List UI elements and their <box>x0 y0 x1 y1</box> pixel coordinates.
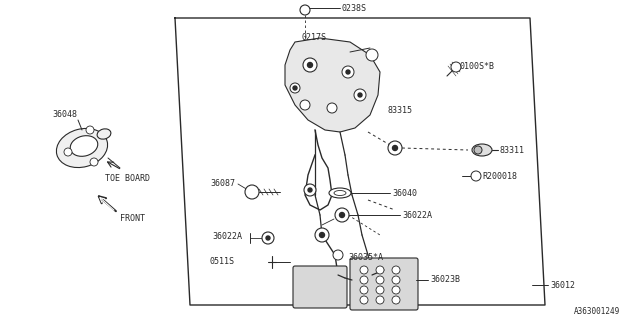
Circle shape <box>300 5 310 15</box>
Circle shape <box>245 185 259 199</box>
Text: 83311: 83311 <box>500 146 525 155</box>
Text: 0217S: 0217S <box>302 33 327 42</box>
Text: R200018: R200018 <box>482 172 517 180</box>
Circle shape <box>339 212 344 218</box>
Text: 36022A: 36022A <box>212 231 242 241</box>
Circle shape <box>327 103 337 113</box>
Circle shape <box>304 184 316 196</box>
Circle shape <box>308 188 312 192</box>
Text: A363001249: A363001249 <box>573 308 620 316</box>
Text: FRONT: FRONT <box>120 213 145 222</box>
Ellipse shape <box>329 188 351 198</box>
Circle shape <box>388 141 402 155</box>
Circle shape <box>376 296 384 304</box>
Circle shape <box>315 228 329 242</box>
Circle shape <box>366 49 378 61</box>
Circle shape <box>346 70 350 74</box>
Circle shape <box>392 296 400 304</box>
Circle shape <box>262 232 274 244</box>
Text: 36087: 36087 <box>210 179 235 188</box>
Ellipse shape <box>70 136 98 156</box>
Ellipse shape <box>472 144 492 156</box>
Circle shape <box>333 250 343 260</box>
Circle shape <box>342 66 354 78</box>
Text: 36035*A: 36035*A <box>348 253 383 262</box>
Text: 83315: 83315 <box>388 106 413 115</box>
Circle shape <box>474 146 482 154</box>
Circle shape <box>376 276 384 284</box>
Circle shape <box>360 286 368 294</box>
Circle shape <box>360 296 368 304</box>
Text: 0238S: 0238S <box>342 4 367 12</box>
Text: 36012: 36012 <box>550 281 575 290</box>
Circle shape <box>451 62 461 72</box>
Text: 36040: 36040 <box>392 188 417 197</box>
Circle shape <box>90 158 98 166</box>
Text: 36022A: 36022A <box>402 211 432 220</box>
Circle shape <box>266 236 270 240</box>
Circle shape <box>86 126 94 134</box>
Circle shape <box>293 86 297 90</box>
Circle shape <box>376 286 384 294</box>
Polygon shape <box>285 38 380 132</box>
Circle shape <box>392 286 400 294</box>
Circle shape <box>471 171 481 181</box>
Text: 0511S: 0511S <box>210 258 235 267</box>
Text: 0100S*B: 0100S*B <box>459 61 494 70</box>
Circle shape <box>354 89 366 101</box>
Circle shape <box>335 208 349 222</box>
Circle shape <box>290 83 300 93</box>
Ellipse shape <box>97 129 111 139</box>
FancyBboxPatch shape <box>350 258 418 310</box>
FancyBboxPatch shape <box>293 266 347 308</box>
Circle shape <box>300 100 310 110</box>
Circle shape <box>303 58 317 72</box>
Text: 36048: 36048 <box>52 109 77 118</box>
Circle shape <box>360 266 368 274</box>
Circle shape <box>392 266 400 274</box>
Circle shape <box>319 233 324 237</box>
Text: 36023B: 36023B <box>430 276 460 284</box>
Ellipse shape <box>56 128 108 168</box>
Circle shape <box>64 148 72 156</box>
Circle shape <box>358 93 362 97</box>
Circle shape <box>307 62 312 68</box>
Text: TOE BOARD: TOE BOARD <box>105 173 150 182</box>
Circle shape <box>392 146 397 150</box>
Circle shape <box>376 266 384 274</box>
Ellipse shape <box>334 190 346 196</box>
Circle shape <box>392 276 400 284</box>
Circle shape <box>360 276 368 284</box>
